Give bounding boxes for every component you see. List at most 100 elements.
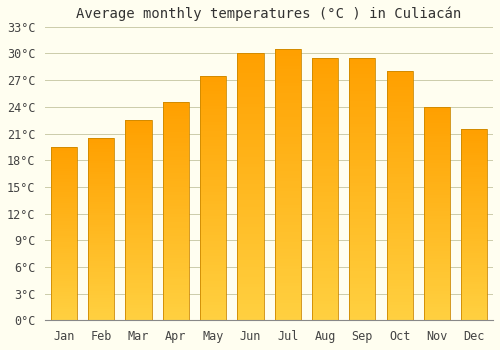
Bar [424, 275, 450, 278]
Bar [312, 120, 338, 124]
Bar [51, 214, 77, 216]
Bar [238, 167, 264, 170]
Bar [462, 196, 487, 198]
Bar [162, 268, 189, 271]
Bar [200, 186, 226, 189]
Bar [386, 208, 413, 211]
Bar [162, 247, 189, 250]
Bar [126, 295, 152, 298]
Bar [312, 189, 338, 192]
Bar [386, 280, 413, 283]
Bar [162, 146, 189, 149]
Bar [88, 257, 114, 259]
Bar [350, 64, 376, 68]
Bar [424, 107, 450, 110]
Bar [350, 94, 376, 97]
Bar [350, 97, 376, 100]
Bar [126, 220, 152, 223]
Bar [462, 189, 487, 191]
Bar [424, 110, 450, 112]
Bar [51, 264, 77, 266]
Bar [51, 262, 77, 264]
Bar [162, 260, 189, 263]
Bar [274, 151, 301, 154]
Bar [462, 227, 487, 230]
Bar [200, 268, 226, 271]
Bar [238, 270, 264, 274]
Bar [200, 247, 226, 250]
Bar [424, 318, 450, 320]
Bar [350, 225, 376, 229]
Bar [126, 188, 152, 190]
Bar [312, 97, 338, 100]
Bar [162, 165, 189, 168]
Bar [274, 103, 301, 107]
Bar [126, 263, 152, 265]
Title: Average monthly temperatures (°C ) in Culiacán: Average monthly temperatures (°C ) in Cu… [76, 7, 462, 21]
Bar [200, 146, 226, 149]
Bar [88, 140, 114, 142]
Bar [88, 138, 114, 140]
Bar [462, 155, 487, 158]
Bar [126, 255, 152, 258]
Bar [88, 288, 114, 291]
Bar [200, 210, 226, 213]
Bar [312, 265, 338, 268]
Bar [274, 225, 301, 229]
Bar [162, 121, 189, 124]
Bar [238, 60, 264, 63]
Bar [126, 243, 152, 245]
Bar [462, 198, 487, 201]
Bar [238, 230, 264, 233]
Bar [386, 202, 413, 205]
Bar [200, 287, 226, 290]
Bar [126, 120, 152, 320]
Bar [200, 149, 226, 152]
Bar [274, 296, 301, 300]
Bar [350, 209, 376, 212]
Bar [462, 141, 487, 144]
Bar [350, 294, 376, 298]
Bar [88, 218, 114, 220]
Bar [200, 88, 226, 91]
Bar [386, 246, 413, 249]
Bar [462, 134, 487, 136]
Bar [350, 317, 376, 320]
Bar [162, 279, 189, 282]
Bar [51, 173, 77, 175]
Bar [126, 218, 152, 220]
Bar [162, 178, 189, 181]
Bar [200, 100, 226, 103]
Bar [51, 175, 77, 177]
Bar [88, 304, 114, 307]
Bar [312, 241, 338, 245]
Bar [386, 131, 413, 134]
Bar [51, 275, 77, 277]
Bar [350, 183, 376, 186]
Bar [162, 157, 189, 160]
Bar [88, 229, 114, 231]
Bar [274, 188, 301, 191]
Bar [51, 203, 77, 205]
Bar [51, 147, 77, 149]
Bar [238, 277, 264, 280]
Bar [424, 200, 450, 203]
Bar [424, 240, 450, 243]
Bar [238, 157, 264, 160]
Bar [200, 183, 226, 186]
Bar [51, 301, 77, 303]
Bar [350, 245, 376, 248]
Bar [350, 58, 376, 320]
Bar [126, 173, 152, 175]
Bar [238, 163, 264, 167]
Bar [126, 318, 152, 320]
Bar [386, 162, 413, 164]
Bar [274, 191, 301, 195]
Bar [312, 147, 338, 150]
Bar [462, 289, 487, 292]
Bar [51, 314, 77, 316]
Bar [238, 210, 264, 214]
Bar [238, 113, 264, 117]
Bar [51, 233, 77, 236]
Bar [386, 239, 413, 243]
